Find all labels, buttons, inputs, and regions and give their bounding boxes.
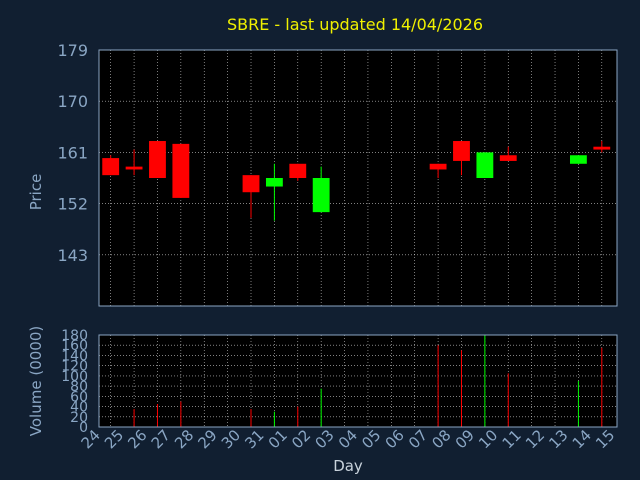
x-tick-label: 09 (452, 426, 478, 452)
volume-tick-label: 80 (70, 379, 88, 395)
candle-body (149, 141, 166, 178)
x-tick-label: 03 (311, 426, 337, 452)
price-axis-label: Price (27, 174, 45, 211)
x-tick-label: 10 (475, 426, 501, 452)
x-tick-label: 26 (124, 426, 150, 452)
x-tick-label: 27 (148, 426, 174, 452)
volume-axis-label: Volume (0000) (27, 326, 45, 436)
chart-title: SBRE - last updated 14/04/2026 (227, 15, 483, 34)
volume-tick-label: 180 (61, 328, 88, 344)
candle-body (289, 163, 307, 178)
volume-tick-label: 120 (61, 359, 88, 375)
candle-body (312, 178, 330, 213)
volume-tick-label: 40 (70, 400, 88, 416)
candle-body (125, 166, 143, 170)
candle-body (476, 152, 494, 178)
volume-plot-area (99, 335, 617, 427)
candle-body (499, 155, 517, 161)
x-tick-label: 07 (405, 426, 431, 452)
price-tick-label: 152 (57, 195, 88, 214)
price-tick-label: 179 (57, 41, 88, 60)
x-tick-label: 11 (499, 426, 525, 452)
x-tick-label: 12 (522, 426, 548, 452)
volume-frame (98, 334, 618, 428)
x-tick-label: 08 (428, 426, 454, 452)
x-tick-label: 06 (382, 426, 408, 452)
x-tick-label: 01 (265, 426, 291, 452)
price-panel: 179 170 161 152 143 (57, 41, 618, 307)
x-tick-label: 05 (358, 426, 384, 452)
candle-body (242, 175, 260, 193)
candle-body (453, 141, 470, 161)
candle-body (102, 158, 120, 176)
volume-tick-label: 140 (61, 348, 88, 364)
x-tick-label: 14 (569, 426, 595, 452)
x-tick-label: 02 (288, 426, 314, 452)
x-tick-label: 29 (195, 426, 221, 452)
price-tick-label: 161 (57, 143, 88, 162)
price-tick-label: 170 (57, 92, 88, 111)
x-tick-labels: 2425262728293031010203040506070809101112… (78, 426, 619, 452)
volume-tick-label: 20 (70, 410, 88, 426)
candle-body (569, 155, 587, 164)
volume-tick-label: 0 (79, 420, 88, 436)
x-tick-label: 15 (592, 426, 618, 452)
x-tick-label: 25 (101, 426, 127, 452)
candle-body (172, 143, 190, 198)
volume-tick-label: 160 (61, 338, 88, 354)
candle-body (265, 178, 283, 187)
x-axis-label: Day (333, 457, 363, 475)
volume-tick-label: 60 (70, 389, 88, 405)
x-tick-label: 30 (218, 426, 244, 452)
candle-body (593, 146, 611, 150)
candle-body (429, 163, 447, 170)
price-frame (98, 49, 618, 307)
price-tick-label: 143 (57, 246, 88, 265)
x-tick-label: 04 (335, 426, 361, 452)
x-tick-label: 31 (241, 426, 267, 452)
x-tick-label: 28 (171, 426, 197, 452)
x-tick-label: 13 (545, 426, 571, 452)
volume-tick-label: 100 (61, 369, 88, 385)
